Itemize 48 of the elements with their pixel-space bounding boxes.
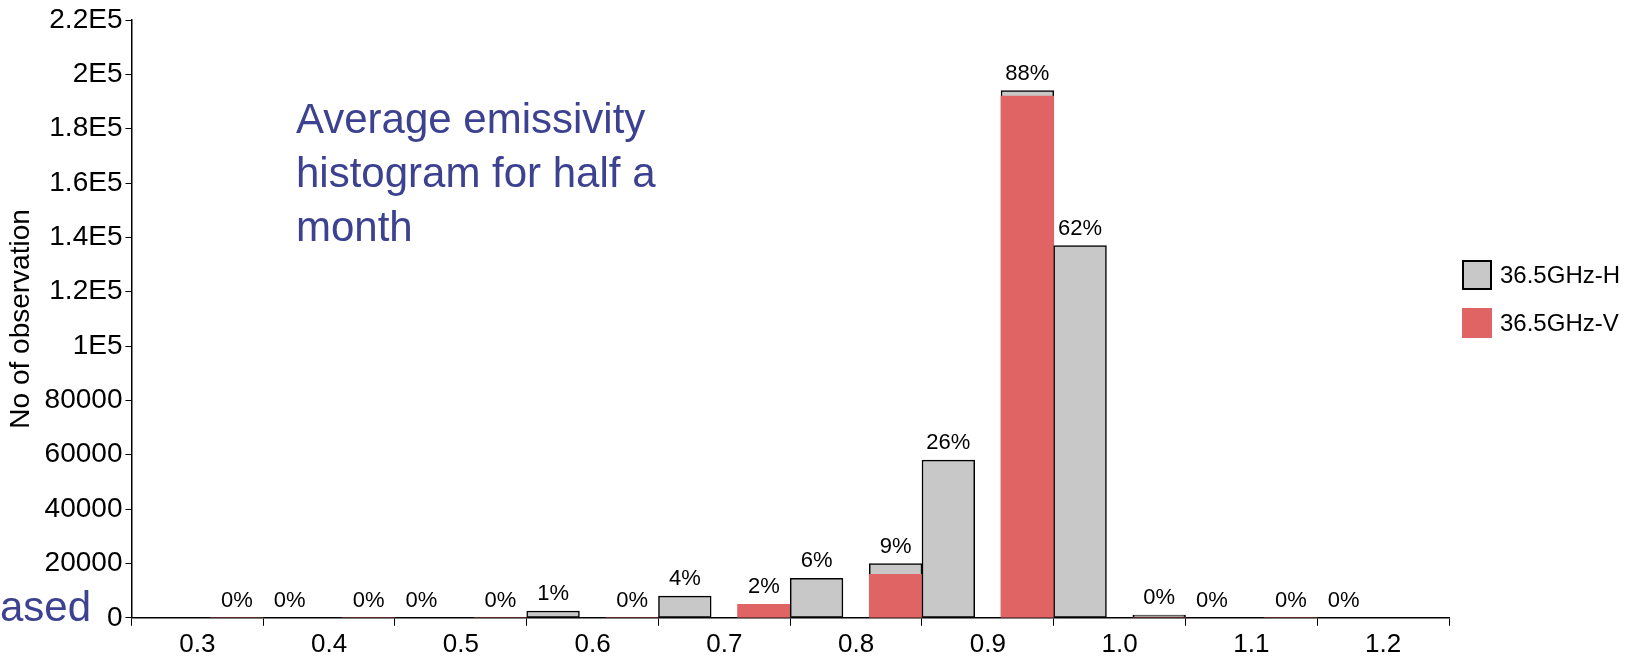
y-axis-title: No of observation xyxy=(3,209,35,429)
y-tick-label: 1.2E5 xyxy=(49,274,123,306)
annotation: 88% xyxy=(1005,59,1050,85)
annotation: 0% xyxy=(1195,586,1228,612)
y-tick-label: 60000 xyxy=(44,437,123,469)
annotation: 26% xyxy=(926,429,971,455)
x-tick-label: 1.1 xyxy=(1233,627,1270,658)
annotation: 0% xyxy=(1327,586,1360,612)
annotation: 0% xyxy=(616,586,649,612)
annotation: 0% xyxy=(273,586,306,612)
bar xyxy=(737,603,791,618)
annotation: 4% xyxy=(668,565,701,591)
x-tick-label: 0.8 xyxy=(838,627,875,658)
x-tick-label: 1.0 xyxy=(1101,627,1138,658)
annotation: 0% xyxy=(220,586,253,612)
bar xyxy=(868,573,923,618)
y-tick-label: 2.2E5 xyxy=(49,2,123,34)
x-tick-label: 1.2 xyxy=(1365,627,1402,658)
bar xyxy=(1000,95,1055,618)
legend-label: 36.5GHz-V xyxy=(1500,309,1619,337)
annotation: 0% xyxy=(1275,586,1307,612)
annotation: 0% xyxy=(484,586,517,612)
y-tick-label: 1E5 xyxy=(72,328,123,360)
x-tick-label: 0.9 xyxy=(969,627,1006,658)
annotation: 0% xyxy=(1143,584,1176,610)
x-tick-label: 0.4 xyxy=(311,627,348,658)
x-tick-label: 0.3 xyxy=(179,627,216,658)
annotation: 6% xyxy=(800,547,833,573)
y-tick-label: 1.8E5 xyxy=(49,111,123,143)
y-tick-label: 40000 xyxy=(44,491,123,523)
annotation: 9% xyxy=(879,532,912,558)
y-tick-label: 1.4E5 xyxy=(49,220,123,252)
legend-label: 36.5GHz-H xyxy=(1500,261,1621,289)
y-tick-label: 80000 xyxy=(44,383,123,415)
x-tick-label: 0.7 xyxy=(706,627,743,658)
y-tick-label: 2E5 xyxy=(72,57,123,89)
y-tick-label: 0 xyxy=(106,600,123,632)
y-tick-label: 20000 xyxy=(44,546,123,578)
annotation: Average emissivity histogram for half a month xyxy=(296,94,657,250)
y-tick-label: 1.6E5 xyxy=(49,165,123,197)
text: ased xyxy=(0,582,92,630)
annotation: 0% xyxy=(405,586,438,612)
x-tick-label: 0.6 xyxy=(574,627,611,658)
annotation: 1% xyxy=(537,580,569,606)
annotation: 62% xyxy=(1058,214,1103,240)
annotation: 0% xyxy=(352,586,385,612)
annotation: 2% xyxy=(747,573,780,599)
x-tick-label: 0.5 xyxy=(442,627,479,658)
